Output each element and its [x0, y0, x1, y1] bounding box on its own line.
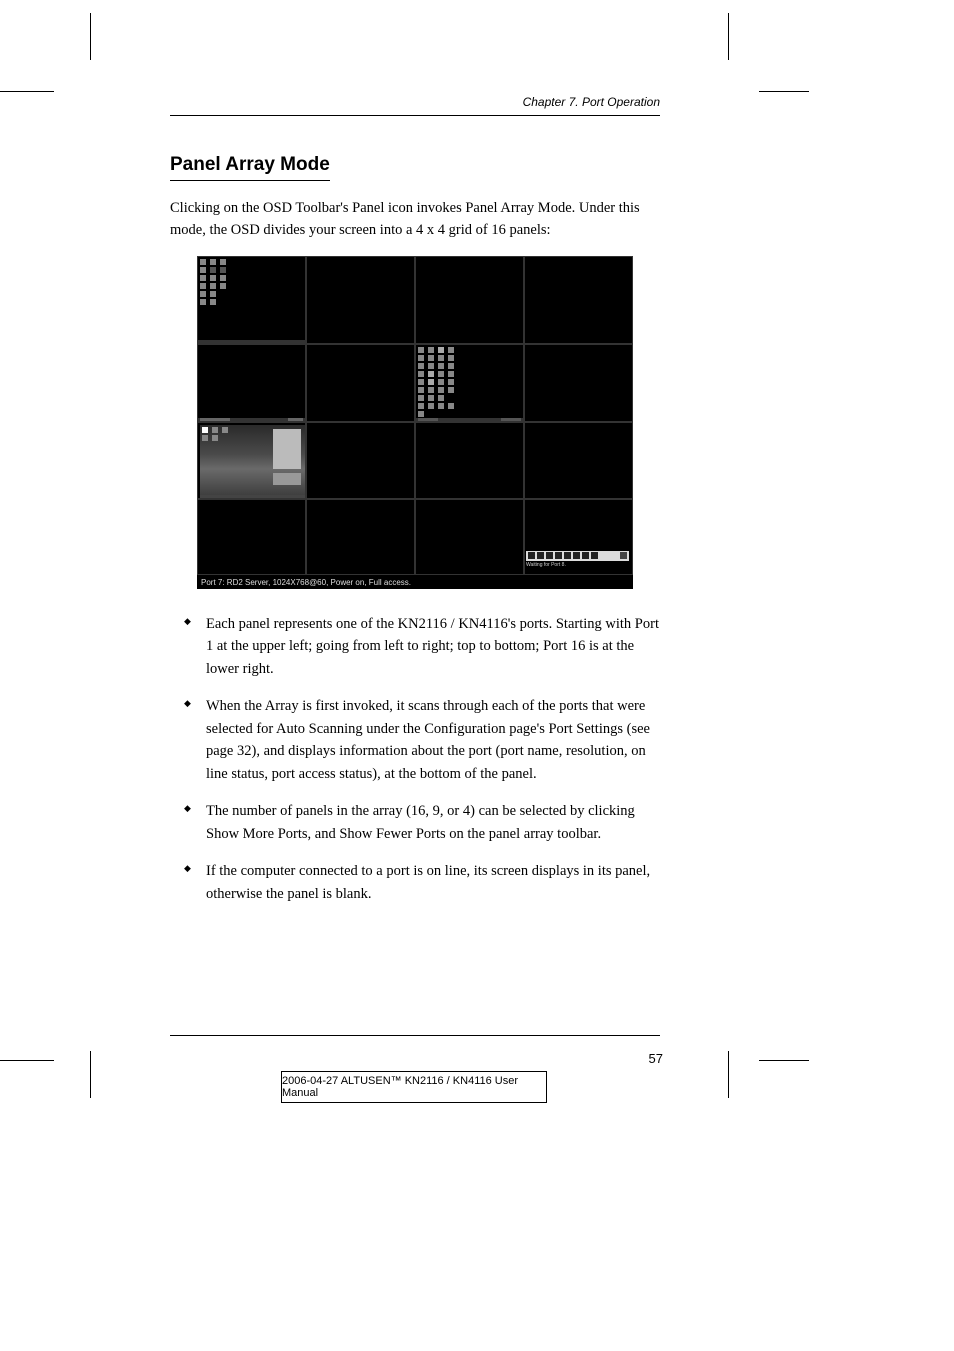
list-item: The number of panels in the array (16, 9…: [184, 800, 660, 845]
panel-port-14: [306, 499, 415, 575]
intro-paragraph: Clicking on the OSD Toolbar's Panel icon…: [170, 197, 660, 242]
list-item: When the Array is first invoked, it scan…: [184, 695, 660, 785]
panel-port-8: [524, 344, 633, 422]
toolbar-btn: [582, 552, 589, 559]
feature-list: Each panel represents one of the KN2116 …: [170, 613, 660, 905]
chapter-header: Chapter 7. Port Operation: [170, 95, 660, 116]
crop-mark: [0, 91, 54, 92]
crop-mark: [0, 1060, 54, 1061]
panel-port-15: [415, 499, 524, 575]
desktop-wallpaper: [200, 425, 305, 498]
status-bar: Port 7: RD2 Server, 1024X768@60, Power o…: [197, 576, 633, 589]
panel-port-1: [197, 256, 306, 344]
toolbar-btn: [546, 552, 553, 559]
panel-array-toolbar: [526, 551, 629, 561]
panel-port-7: [415, 344, 524, 422]
desktop-icons: [200, 259, 228, 321]
footer-rule: [170, 1035, 660, 1036]
footer-metadata: 2006-04-27 ALTUSEN™ KN2116 / KN4116 User…: [281, 1071, 547, 1103]
panel-port-12: [524, 422, 633, 499]
toolbar-btn: [537, 552, 544, 559]
waiting-label: Waiting for Port 8.: [526, 562, 566, 568]
crop-mark: [759, 1060, 809, 1061]
list-item: If the computer connected to a port is o…: [184, 860, 660, 905]
panel-port-2: [306, 256, 415, 344]
close-icon: [620, 552, 627, 559]
panel-port-9: [197, 422, 306, 499]
panel-port-6: [306, 344, 415, 422]
panel-array-screenshot: Waiting for Port 8. Port 7: RD2 Server, …: [197, 256, 633, 589]
panel-port-3: [415, 256, 524, 344]
page-number: 57: [649, 1051, 663, 1066]
panel-port-13: [197, 499, 306, 575]
desktop-icons: [418, 347, 460, 417]
panel-port-11: [415, 422, 524, 499]
panel-port-10: [306, 422, 415, 499]
toolbar-btn: [564, 552, 571, 559]
toolbar-btn: [591, 552, 598, 559]
list-item: Each panel represents one of the KN2116 …: [184, 613, 660, 680]
panel-port-5: [197, 344, 306, 422]
toolbar-btn: [555, 552, 562, 559]
crop-mark: [90, 1051, 91, 1098]
taskbar: [198, 418, 305, 421]
page-content: Chapter 7. Port Operation Panel Array Mo…: [170, 95, 660, 920]
panel-port-4: [524, 256, 633, 344]
section-title: Panel Array Mode: [170, 154, 330, 181]
crop-mark: [728, 1051, 729, 1098]
toolbar-btn: [528, 552, 535, 559]
crop-mark: [759, 91, 809, 92]
toolbar-btn: [573, 552, 580, 559]
crop-mark: [728, 13, 729, 60]
crop-mark: [90, 13, 91, 60]
taskbar: [416, 418, 523, 421]
